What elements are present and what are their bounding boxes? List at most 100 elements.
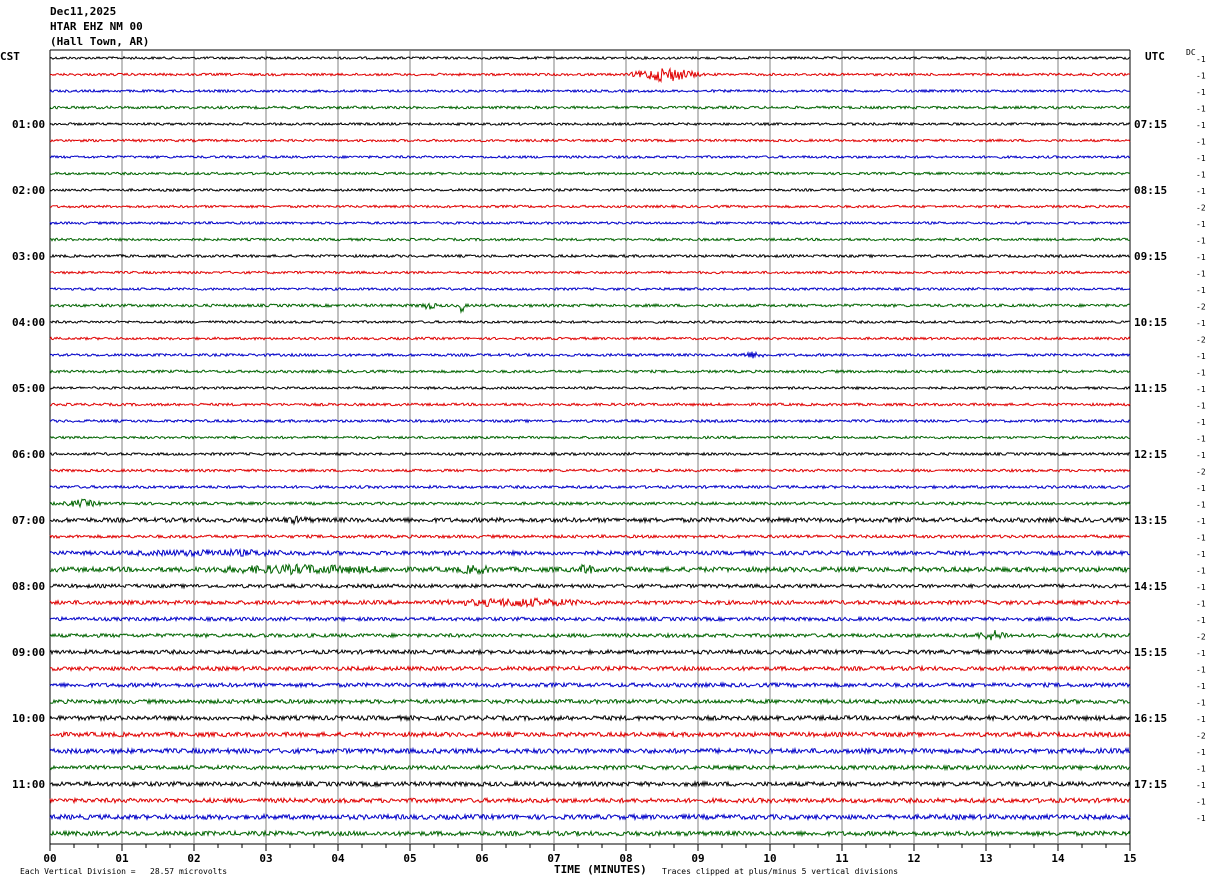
dc-offset-label: -1 — [1196, 501, 1206, 510]
left-hour-label: 07:00 — [12, 514, 45, 527]
dc-offset-label: -1 — [1196, 798, 1206, 807]
dc-offset-label: -1 — [1196, 781, 1206, 790]
right-hour-label: 09:15 — [1134, 250, 1167, 263]
trace-line — [49, 714, 1131, 723]
dc-offset-label: -1 — [1196, 121, 1206, 130]
trace-line — [49, 533, 1131, 540]
trace-line — [49, 402, 1131, 408]
dc-offset-label: -2 — [1196, 468, 1206, 477]
dc-offset-label: -1 — [1196, 765, 1206, 774]
dc-offset-label: -1 — [1196, 534, 1206, 543]
trace-line — [49, 435, 1131, 440]
date-label: Dec11,2025 — [50, 5, 117, 18]
dc-offset-label: -1 — [1196, 600, 1206, 609]
dc-offset-label: -2 — [1196, 633, 1206, 642]
dc-offset-label: -1 — [1196, 649, 1206, 658]
dc-offset-label: -1 — [1196, 484, 1206, 493]
x-tick-label: 09 — [691, 852, 704, 865]
dc-offset-label: -1 — [1196, 814, 1206, 823]
dc-offset-label: -2 — [1196, 204, 1206, 213]
trace-line — [49, 796, 1131, 805]
clip-note: Traces clipped at plus/minus 5 vertical … — [662, 867, 899, 876]
trace-line — [49, 104, 1131, 110]
right-hour-label: 15:15 — [1134, 646, 1167, 659]
dc-offset-label: -1 — [1196, 138, 1206, 147]
x-tick-label: 00 — [43, 852, 56, 865]
trace-line — [50, 253, 1131, 259]
dc-offset-label: -1 — [1196, 55, 1206, 64]
trace-line — [49, 746, 1131, 756]
trace-line — [49, 515, 1131, 526]
right-hour-label: 14:15 — [1134, 580, 1167, 593]
trace-line — [49, 237, 1131, 242]
trace-line — [49, 270, 1131, 275]
dc-offset-label: -1 — [1196, 682, 1206, 691]
x-tick-label: 07 — [547, 852, 560, 865]
trace-line — [49, 582, 1131, 590]
trace-line — [49, 629, 1131, 641]
dc-offset-label: -1 — [1196, 583, 1206, 592]
dc-offset-label: -1 — [1196, 88, 1206, 97]
trace-line — [49, 829, 1131, 838]
right-hour-label: 07:15 — [1134, 118, 1167, 131]
dc-offset-label: -2 — [1196, 303, 1206, 312]
trace-line — [49, 187, 1130, 193]
left-hour-label: 05:00 — [12, 382, 45, 395]
dc-offset-label: -1 — [1196, 550, 1206, 559]
left-hour-label: 11:00 — [12, 778, 45, 791]
dc-offset-label: -1 — [1196, 237, 1206, 246]
right-hour-label: 10:15 — [1134, 316, 1167, 329]
trace-line — [49, 66, 1131, 84]
dc-offset-label: -1 — [1196, 402, 1206, 411]
x-tick-label: 15 — [1123, 852, 1136, 865]
dc-offset-label: -1 — [1196, 220, 1206, 229]
dc-offset-label: -1 — [1196, 699, 1206, 708]
trace-line — [49, 779, 1131, 789]
trace-line — [49, 302, 1131, 314]
x-tick-label: 13 — [979, 852, 992, 865]
right-hour-label: 13:15 — [1134, 514, 1167, 527]
left-hour-label: 09:00 — [12, 646, 45, 659]
dc-offset-label: -1 — [1196, 418, 1206, 427]
dc-offset-label: -1 — [1196, 451, 1206, 460]
trace-line — [49, 55, 1131, 61]
dc-offset-label: -2 — [1196, 732, 1206, 741]
trace-line — [49, 563, 1131, 576]
x-tick-label: 14 — [1051, 852, 1065, 865]
x-tick-label: 02 — [187, 852, 200, 865]
trace-line — [49, 154, 1131, 160]
right-hour-label: 17:15 — [1134, 778, 1167, 791]
dc-offset-label: -1 — [1196, 319, 1206, 328]
left-hour-label: 10:00 — [12, 712, 45, 725]
dc-offset-label: -2 — [1196, 336, 1206, 345]
trace-line — [49, 597, 1131, 609]
dc-offset-label: -1 — [1196, 187, 1206, 196]
trace-line — [49, 138, 1131, 143]
dc-offset-label: -1 — [1196, 369, 1206, 378]
right-hour-label: 08:15 — [1134, 184, 1167, 197]
x-tick-label: 05 — [403, 852, 416, 865]
trace-line — [49, 763, 1131, 772]
vertical-division-note: Each Vertical Division = 28.57 microvolt… — [20, 867, 228, 876]
right-hour-label: 11:15 — [1134, 382, 1167, 395]
dc-offset-label: -1 — [1196, 154, 1206, 163]
x-axis-title: TIME (MINUTES) — [554, 863, 647, 876]
x-tick-label: 12 — [907, 852, 920, 865]
left-hour-label: 06:00 — [12, 448, 45, 461]
trace-line — [49, 220, 1131, 226]
left-hour-label: 08:00 — [12, 580, 45, 593]
dc-offset-label: -1 — [1196, 715, 1206, 724]
dc-offset-label: -1 — [1196, 666, 1206, 675]
right-timezone-label: UTC — [1145, 50, 1165, 63]
trace-line — [49, 498, 1131, 509]
x-tick-label: 06 — [475, 852, 489, 865]
dc-offset-label: -1 — [1196, 270, 1206, 279]
dc-offset-label: -1 — [1196, 435, 1206, 444]
trace-line — [49, 484, 1131, 490]
trace-line — [49, 697, 1131, 706]
trace-line — [49, 319, 1131, 325]
trace-line — [49, 418, 1131, 424]
x-tick-label: 04 — [331, 852, 345, 865]
trace-line — [49, 547, 1131, 559]
dc-label: DC — [1186, 48, 1196, 57]
